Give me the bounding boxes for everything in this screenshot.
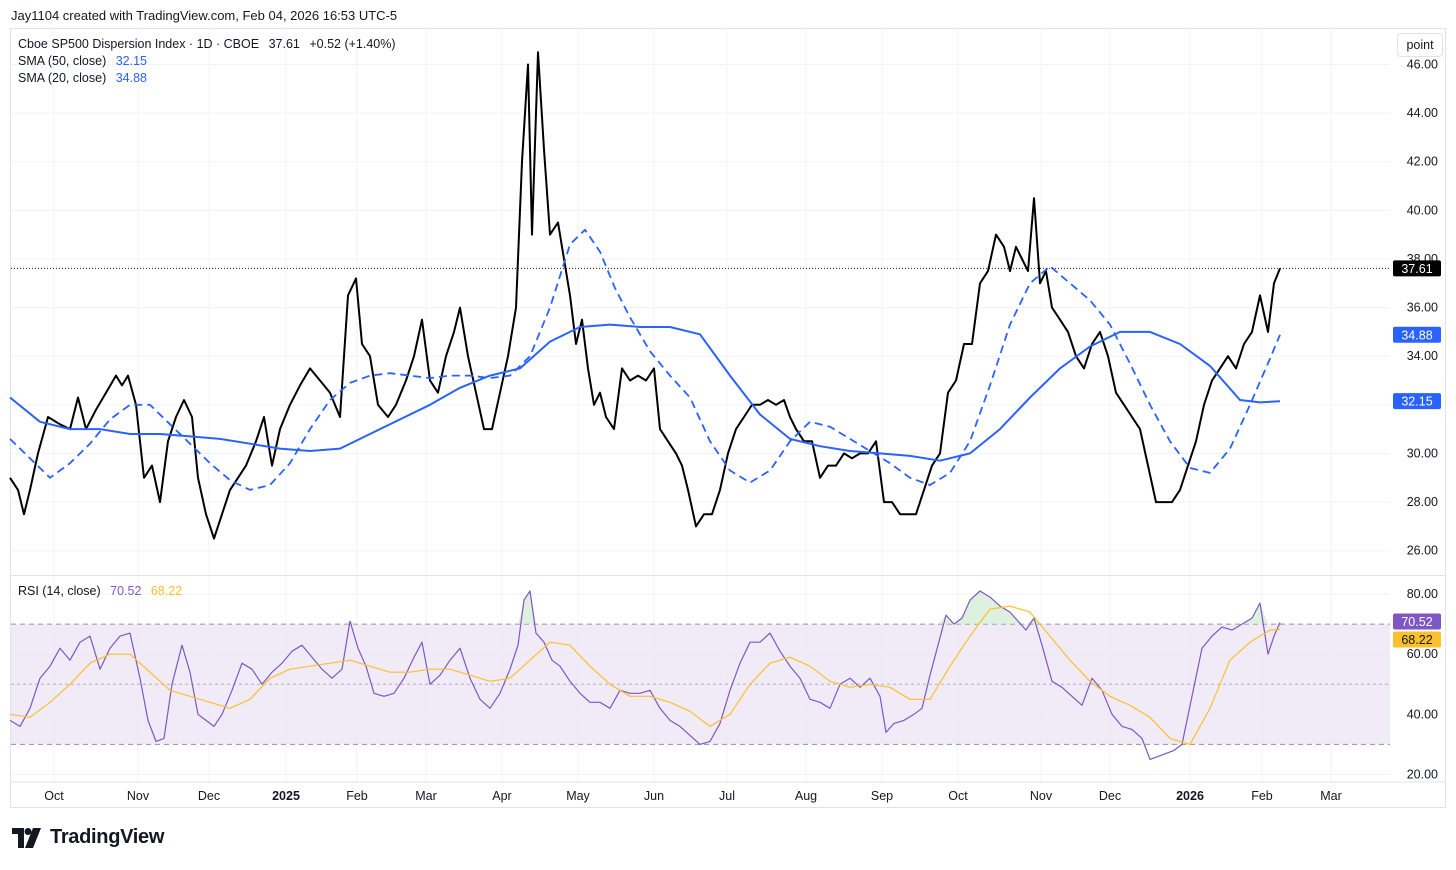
sma50-price-tag: 32.15 — [1401, 395, 1432, 409]
x-tick-label: Jun — [644, 789, 664, 803]
y-tick-label: 42.00 — [1407, 155, 1438, 169]
sma20-price-tag-bg — [1393, 326, 1441, 343]
sma50-line[interactable] — [9, 323, 1281, 462]
y-tick-label: 26.00 — [1407, 544, 1438, 558]
y-tick-label: 34.00 — [1407, 349, 1438, 363]
legend-change: +0.52 (+1.40%) — [309, 37, 396, 51]
last-price-tag: 37.61 — [1401, 262, 1432, 276]
y-tick-label: 36.00 — [1407, 301, 1438, 315]
price-unit-button[interactable]: point — [1397, 33, 1443, 57]
legend-sma50-label: SMA (50, close) — [18, 54, 107, 68]
legend-sma20-value: 34.88 — [115, 71, 147, 85]
attribution-text: Jay1104 created with TradingView.com, Fe… — [11, 8, 398, 23]
x-tick-label: Aug — [795, 789, 817, 803]
legend-main: Cboe SP500 Dispersion Index · 1D · CBOE … — [18, 37, 396, 51]
x-tick-label: Mar — [1320, 789, 1342, 803]
x-tick-label: Oct — [948, 789, 968, 803]
sma50-price-tag-bg — [1393, 393, 1441, 410]
rsi-overbought-fill — [342, 591, 1280, 625]
rsi-value-tag: 70.52 — [1401, 615, 1432, 629]
x-tick-label: Feb — [1251, 789, 1273, 803]
y-tick-label: 30.00 — [1407, 446, 1438, 460]
rsi-value-tag-bg — [1393, 613, 1441, 630]
sma20-line[interactable] — [9, 228, 1281, 491]
x-tick-label: Nov — [1030, 789, 1053, 803]
y-tick-label: 44.00 — [1407, 106, 1438, 120]
rsi-ma-line[interactable] — [9, 605, 1281, 745]
rsi-y-tick-label: 40.00 — [1407, 707, 1438, 721]
x-tick-label: 2026 — [1176, 789, 1204, 803]
x-tick-label: Oct — [44, 789, 64, 803]
rsi-y-tick-label: 80.00 — [1407, 587, 1438, 601]
rsi-y-tick-label: 20.00 — [1407, 767, 1438, 781]
legend-rsi[interactable]: RSI (14, close) 70.52 68.22 — [18, 584, 182, 598]
rsi-ma-value-tag: 68.22 — [1401, 633, 1432, 647]
price-line[interactable] — [9, 51, 1281, 540]
x-tick-label: Mar — [415, 789, 437, 803]
legend-rsi-value: 70.52 — [110, 584, 142, 598]
x-tick-label: Sep — [871, 789, 893, 803]
legend-sma50-value: 32.15 — [115, 54, 147, 68]
legend-rsi-label: RSI (14, close) — [18, 584, 101, 598]
legend-symbol-title: Cboe SP500 Dispersion Index · 1D · CBOE — [18, 37, 260, 51]
x-tick-label: Dec — [1099, 789, 1121, 803]
y-tick-label: 46.00 — [1407, 57, 1438, 71]
x-tick-label: Nov — [127, 789, 150, 803]
y-tick-label: 28.00 — [1407, 495, 1438, 509]
x-tick-label: Apr — [492, 789, 511, 803]
x-tick-label: May — [566, 789, 590, 803]
legend-sma50[interactable]: SMA (50, close) 32.15 — [18, 54, 147, 68]
x-tick-label: 2025 — [272, 789, 300, 803]
x-tick-label: Jul — [719, 789, 735, 803]
x-tick-label: Feb — [346, 789, 368, 803]
legend-last-price: 37.61 — [268, 37, 300, 51]
y-tick-label: 40.00 — [1407, 203, 1438, 217]
tradingview-logo-text: TradingView — [50, 826, 165, 848]
legend-sma20[interactable]: SMA (20, close) 34.88 — [18, 71, 147, 85]
last-price-tag-bg — [1393, 260, 1441, 277]
legend-sma20-label: SMA (20, close) — [18, 71, 107, 85]
x-tick-label: Dec — [198, 789, 220, 803]
tradingview-logo-icon — [12, 827, 41, 848]
legend-rsi-ma-value: 68.22 — [150, 584, 183, 598]
sma20-price-tag: 34.88 — [1401, 328, 1432, 342]
rsi-line[interactable] — [9, 590, 1281, 760]
rsi-y-tick-label: 60.00 — [1407, 647, 1438, 661]
chart-container[interactable] — [10, 28, 1446, 808]
rsi-ma-value-tag-bg — [1393, 631, 1441, 648]
tradingview-logo[interactable]: TradingView — [12, 826, 164, 849]
